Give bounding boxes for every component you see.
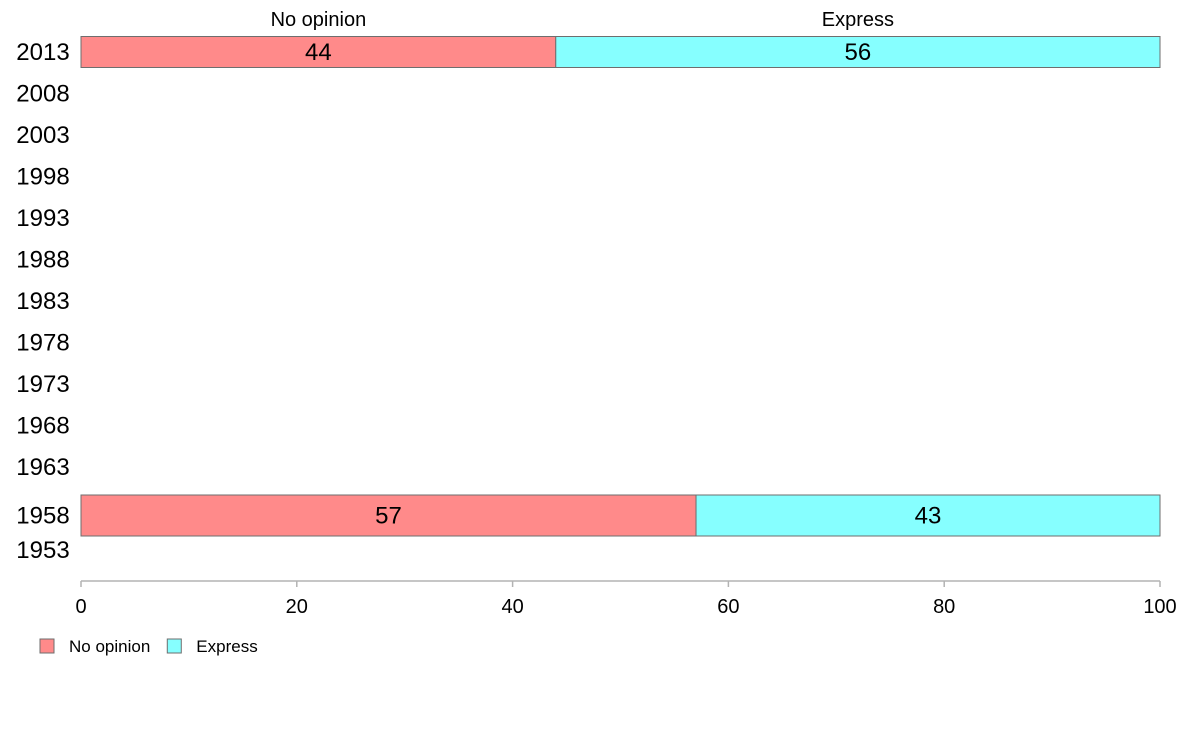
bar-value-label: 43: [915, 503, 942, 530]
year-label: 1983: [16, 288, 69, 315]
bar-value-label: 56: [845, 39, 872, 66]
year-label: 1998: [16, 164, 69, 191]
year-label: 2013: [16, 39, 69, 66]
bar-segment: [80, 36, 557, 68]
bars: 44 56 57 43: [80, 36, 1161, 537]
year-label: 2003: [16, 122, 69, 149]
x-tick-label: 40: [501, 596, 523, 618]
legend: No opinion Express: [39, 637, 258, 656]
year-label: 1978: [16, 330, 69, 357]
year-label: 1958: [16, 503, 69, 530]
x-tick-label: 60: [717, 596, 739, 618]
bar-value-label: 44: [305, 39, 332, 66]
legend-swatch: [166, 638, 182, 654]
year-label: 2008: [16, 81, 69, 108]
y-axis-labels: 2013 2008 2003 1998 1993 1988 1983 1978 1973 1968…: [16, 39, 69, 564]
x-tick-label: 0: [75, 596, 86, 618]
top-category-label: No opinion: [271, 9, 367, 31]
legend-label: No opinion: [69, 637, 150, 656]
bar-segment: [80, 494, 697, 537]
legend-label: Express: [196, 637, 257, 656]
x-tick-label: 100: [1143, 596, 1176, 618]
top-category-label: Express: [822, 9, 894, 31]
year-label: 1988: [16, 247, 69, 274]
year-label: 1953: [16, 537, 69, 564]
top-category-labels: No opinion Express: [271, 9, 894, 31]
year-label: 1993: [16, 205, 69, 232]
legend-swatch: [39, 638, 55, 654]
x-axis: 0 20 40 60 80 100: [75, 580, 1177, 618]
year-label: 1963: [16, 454, 69, 481]
year-label: 1968: [16, 413, 69, 440]
x-tick-label: 80: [933, 596, 955, 618]
bar-segment: [695, 494, 1161, 537]
bar-segment: [555, 36, 1161, 68]
bar-value-label: 57: [375, 503, 402, 530]
year-label: 1973: [16, 371, 69, 398]
x-tick-label: 20: [286, 596, 308, 618]
